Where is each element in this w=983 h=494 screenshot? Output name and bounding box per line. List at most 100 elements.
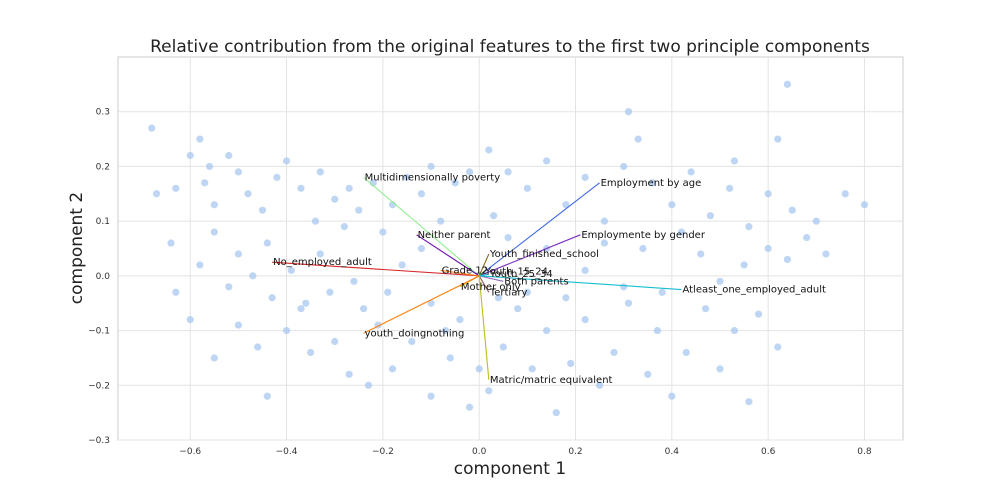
loading-vector-line	[363, 176, 480, 277]
data-point	[167, 239, 175, 247]
y-tick-label: −0.3	[88, 436, 110, 446]
grid	[118, 57, 903, 441]
data-point	[860, 201, 869, 209]
data-point	[427, 162, 435, 171]
loading-vector-line	[478, 253, 490, 277]
data-point	[485, 387, 493, 395]
scatter-points	[148, 80, 869, 417]
data-point	[210, 228, 218, 236]
loading-vector-line	[478, 182, 600, 277]
data-point	[562, 294, 570, 302]
data-point	[345, 370, 353, 378]
data-point	[701, 305, 710, 313]
data-point	[282, 157, 291, 165]
data-point	[716, 277, 724, 285]
data-point	[196, 135, 204, 143]
data-point	[403, 173, 411, 181]
loading-vector-line	[478, 275, 490, 293]
x-tick-label: −0.6	[179, 447, 201, 457]
data-point	[268, 294, 276, 302]
loading-vector-line	[416, 234, 480, 277]
data-point	[249, 272, 257, 280]
data-point	[340, 223, 348, 231]
data-point	[740, 261, 748, 269]
data-point	[595, 381, 604, 389]
data-point	[581, 173, 589, 181]
data-point	[427, 299, 435, 307]
loading-vector-label: Both parents	[504, 276, 568, 287]
data-point	[408, 337, 416, 346]
data-point	[490, 212, 498, 220]
x-tick-label: 0.6	[761, 447, 776, 457]
data-point	[388, 365, 397, 373]
y-tick-label: −0.1	[88, 327, 110, 337]
loading-vector-label: Multidimensionally poverty	[365, 172, 501, 183]
loading-vector-label: youth_doingnothing	[365, 328, 465, 339]
data-point	[677, 228, 686, 236]
data-point	[311, 217, 320, 225]
data-point	[148, 124, 156, 132]
data-point	[263, 239, 271, 247]
data-point	[350, 277, 358, 285]
data-point	[475, 365, 483, 373]
data-point	[210, 354, 218, 362]
data-point	[273, 173, 281, 181]
data-point	[172, 288, 180, 296]
x-tick-label: −0.4	[276, 447, 298, 457]
data-point	[644, 370, 652, 378]
loading-vector-line	[478, 234, 581, 277]
y-tick-label: −0.2	[88, 381, 110, 391]
loading-vectors: Multidimensionally poverty Employment by …	[272, 172, 826, 386]
data-point	[494, 294, 503, 302]
data-point	[258, 206, 267, 214]
data-point	[682, 348, 690, 357]
data-point	[610, 348, 618, 357]
data-point	[152, 190, 161, 198]
data-point	[567, 359, 575, 367]
data-point	[774, 343, 782, 351]
y-tick-label: 0.2	[96, 162, 110, 172]
data-point	[234, 168, 242, 176]
data-point	[543, 326, 551, 335]
data-point	[620, 283, 628, 291]
data-point	[523, 184, 531, 192]
loading-vector-label: Neither parent	[418, 230, 491, 241]
loading-vector-label: Mother only	[461, 282, 521, 293]
data-point	[697, 250, 705, 258]
loading-vector-label: Youth_finished_school	[489, 249, 599, 260]
data-point	[297, 184, 305, 192]
y-tick-label: 0.1	[96, 217, 110, 227]
data-point	[427, 392, 435, 400]
loading-vector-label: Atleast_one_employed_adult	[682, 285, 826, 296]
data-point	[297, 305, 305, 313]
loading-vector-label: No_employed_adult	[273, 257, 372, 268]
data-point	[263, 392, 271, 400]
data-point	[355, 206, 363, 214]
data-point	[225, 283, 233, 291]
data-point	[316, 250, 324, 258]
data-point	[668, 201, 676, 209]
data-point	[465, 168, 474, 176]
data-point	[485, 146, 493, 154]
plot-area	[117, 56, 904, 441]
data-point	[745, 398, 753, 406]
data-point	[716, 365, 724, 373]
data-point	[668, 392, 676, 400]
data-point	[624, 108, 633, 116]
data-point	[639, 244, 647, 253]
data-point	[634, 135, 642, 143]
x-tick-label: 0.8	[857, 447, 872, 457]
loading-vector-line	[479, 275, 682, 291]
data-point	[730, 326, 739, 335]
data-point	[600, 239, 609, 247]
loading-vector-label: Grade 12	[442, 265, 488, 276]
data-point	[456, 316, 464, 324]
data-point	[210, 201, 218, 209]
data-point	[282, 326, 291, 335]
loading-vector-line	[479, 275, 504, 282]
data-point	[687, 168, 695, 176]
data-point	[205, 162, 214, 171]
data-point	[504, 168, 512, 176]
data-point	[417, 244, 426, 253]
